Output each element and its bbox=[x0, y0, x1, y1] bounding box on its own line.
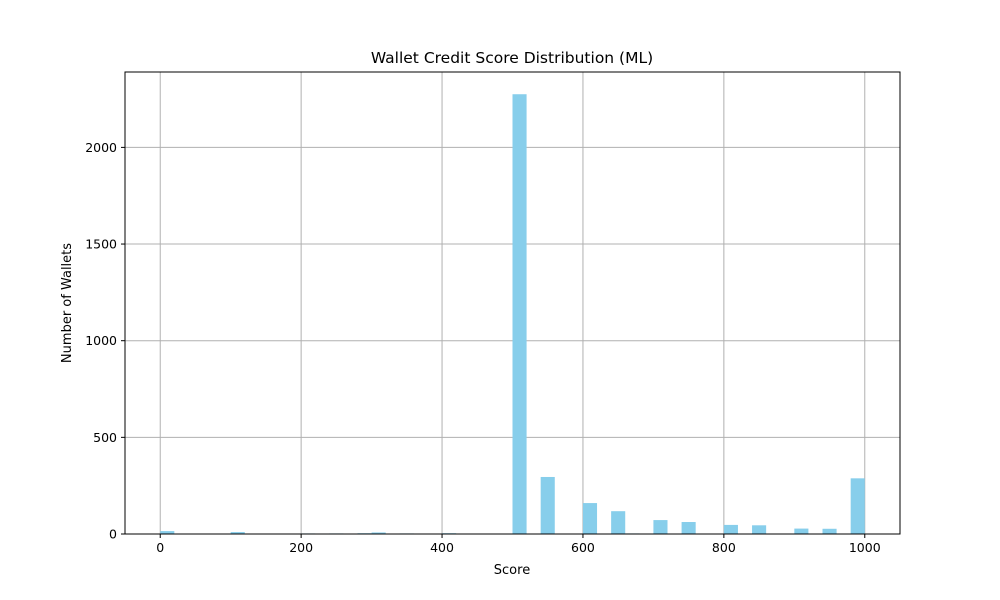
x-tick-label: 0 bbox=[156, 540, 164, 555]
x-tick-label: 600 bbox=[571, 540, 595, 555]
histogram-bar bbox=[822, 528, 837, 534]
x-tick-label: 200 bbox=[289, 540, 313, 555]
tick-layer: 0 200 400 600 800 1000 0 500 1000 1500 2000 bbox=[85, 140, 881, 555]
x-tick-label: 800 bbox=[712, 540, 736, 555]
histogram-bar bbox=[752, 525, 767, 534]
histogram-bar bbox=[723, 524, 738, 534]
histogram-bar bbox=[582, 503, 598, 534]
histogram-bar bbox=[540, 476, 555, 534]
histogram-bar bbox=[653, 520, 668, 534]
y-tick-label: 1500 bbox=[85, 237, 117, 252]
y-tick-label: 2000 bbox=[85, 140, 117, 155]
histogram-bar bbox=[160, 531, 175, 534]
y-axis-label: Number of Wallets bbox=[60, 243, 75, 363]
histogram-bar bbox=[681, 522, 696, 534]
histogram-bar bbox=[230, 532, 245, 534]
histogram-bar bbox=[794, 528, 809, 534]
x-tick-label: 400 bbox=[430, 540, 454, 555]
y-tick-label: 500 bbox=[93, 430, 117, 445]
y-tick-label: 0 bbox=[109, 527, 117, 542]
chart-title: Wallet Credit Score Distribution (ML) bbox=[371, 49, 653, 67]
histogram-bar bbox=[850, 478, 865, 534]
bar-layer bbox=[160, 94, 865, 534]
plot-frame bbox=[124, 71, 901, 535]
histogram-bar bbox=[512, 94, 527, 534]
x-tick-label: 1000 bbox=[849, 540, 881, 555]
x-axis-label: Score bbox=[494, 563, 530, 578]
y-tick-label: 1000 bbox=[85, 333, 117, 348]
histogram-bar bbox=[611, 511, 626, 534]
histogram-bar bbox=[371, 532, 386, 534]
